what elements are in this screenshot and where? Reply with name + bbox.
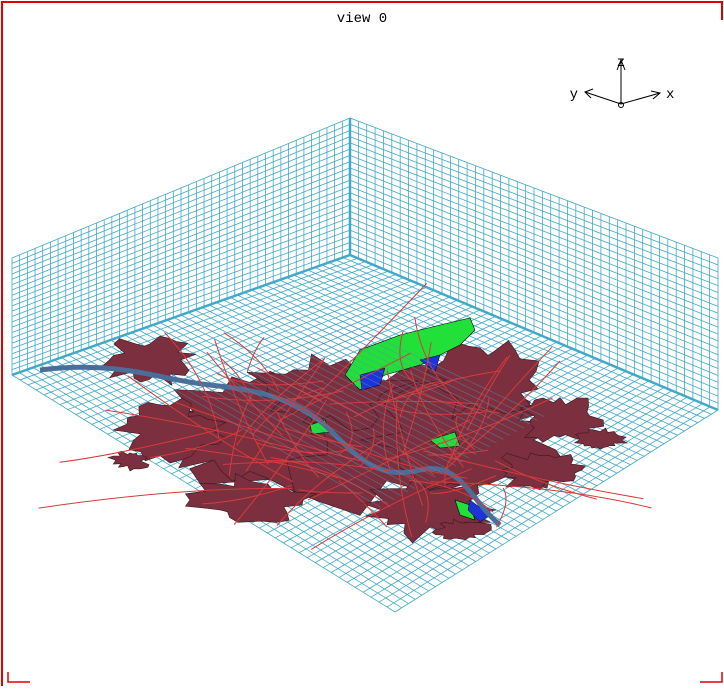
x-label: x [666, 87, 674, 103]
background [0, 0, 724, 689]
y-label: y [570, 87, 578, 103]
z-label: z [617, 55, 625, 71]
view-window: view 0 z x y [0, 0, 724, 689]
view-title: view 0 [337, 11, 387, 27]
page: view 0 z x y (() => { const data = JSON.… [0, 0, 724, 689]
